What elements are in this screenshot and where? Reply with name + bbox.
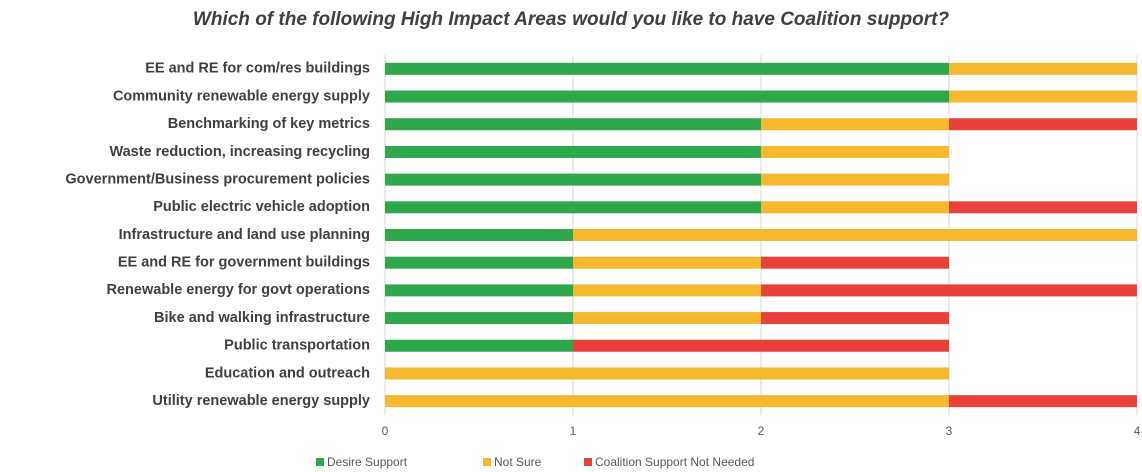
chart-title: Which of the following High Impact Areas…	[193, 9, 950, 30]
bar-segment	[761, 145, 949, 158]
bar-segment	[761, 312, 949, 325]
bar-segment	[761, 201, 949, 214]
bar-segment	[385, 201, 761, 214]
bar-segment	[385, 62, 949, 75]
bar-segment	[949, 90, 1137, 103]
y-tick-label: Education and outreach	[205, 365, 370, 381]
bar-segment	[385, 90, 949, 103]
bar-segment	[949, 201, 1137, 214]
bar-segment	[385, 256, 573, 269]
bar-segment	[573, 229, 1137, 241]
bar-segment	[949, 118, 1137, 131]
bar-segment	[573, 312, 761, 325]
x-tick-label: 3	[946, 424, 953, 438]
y-tick-label: Benchmarking of key metrics	[168, 116, 370, 132]
bar-segment	[573, 256, 761, 269]
legend-label: Desire Support	[327, 455, 408, 469]
bar-segment	[761, 284, 1137, 297]
bar-segment	[385, 284, 573, 297]
y-tick-label: Bike and walking infrastructure	[154, 310, 370, 326]
y-tick-label: Public transportation	[224, 338, 370, 354]
y-tick-label: EE and RE for com/res buildings	[145, 61, 370, 77]
bar-segment	[949, 62, 1137, 75]
legend-swatch	[316, 458, 324, 466]
y-tick-label: Utility renewable energy supply	[152, 393, 370, 409]
bar-segment	[761, 173, 949, 186]
x-tick-label: 0	[382, 424, 389, 438]
bar-segment	[385, 339, 573, 352]
x-tick-label: 1	[570, 424, 577, 438]
y-tick-label: Infrastructure and land use planning	[119, 227, 370, 243]
legend-label: Not Sure	[494, 455, 542, 469]
bar-segment	[573, 284, 761, 297]
legend-swatch	[584, 458, 592, 466]
bar-segment	[385, 145, 761, 158]
y-tick-label: Government/Business procurement policies	[65, 171, 370, 187]
bar-segment	[385, 367, 949, 380]
bar-segment	[385, 118, 761, 131]
y-tick-label: Waste reduction, increasing recycling	[109, 144, 370, 160]
bar-segment	[385, 312, 573, 325]
bar-segment	[949, 395, 1137, 408]
bar-segment	[761, 118, 949, 131]
x-tick-label: 4	[1134, 424, 1141, 438]
y-tick-label: EE and RE for government buildings	[118, 255, 370, 271]
legend-swatch	[483, 458, 491, 466]
y-tick-label: Public electric vehicle adoption	[153, 199, 370, 215]
x-tick-label: 2	[758, 424, 765, 438]
y-tick-label: Renewable energy for govt operations	[107, 282, 370, 298]
bar-segment	[761, 256, 949, 269]
bar-segment	[573, 339, 949, 352]
y-tick-label: Community renewable energy supply	[113, 88, 370, 104]
legend-label: Coalition Support Not Needed	[595, 455, 754, 469]
bar-segment	[385, 229, 573, 241]
bar-segment	[385, 395, 949, 408]
bar-segment	[385, 173, 761, 186]
